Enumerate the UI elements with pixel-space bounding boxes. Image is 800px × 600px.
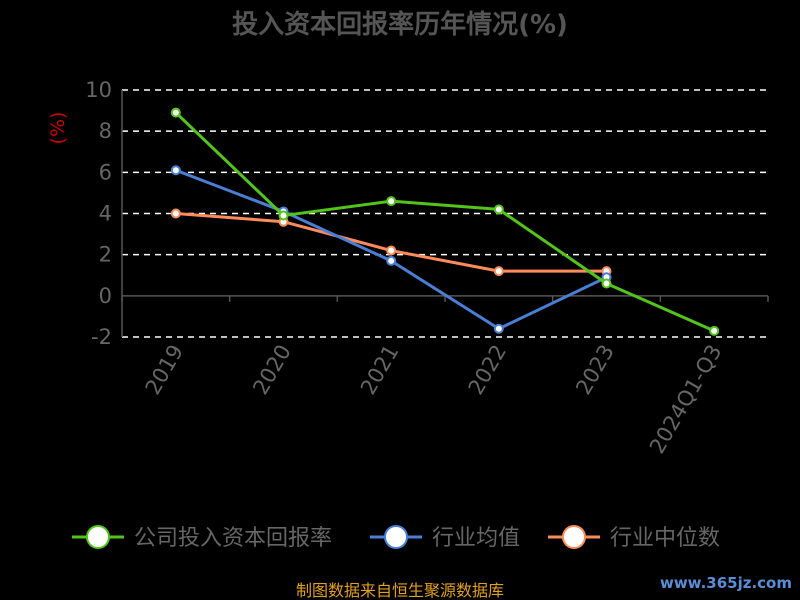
x-tick-label: 2020: [248, 341, 296, 399]
gridlines: [122, 89, 768, 338]
data-point: [601, 278, 612, 289]
y-tick-label: 0: [99, 284, 112, 308]
data-point: [386, 196, 397, 207]
x-tick-label: 2021: [356, 341, 404, 399]
data-point: [170, 165, 181, 176]
y-tick-label: 2: [99, 243, 112, 267]
legend-label: 公司投入资本回报率: [134, 526, 332, 551]
y-tick-label: -2: [91, 325, 112, 349]
chart-title: 投入资本回报率历年情况(%): [232, 9, 568, 40]
data-point: [493, 266, 504, 277]
y-tick-label: 4: [99, 202, 112, 226]
legend-item[interactable]: 行业均值: [370, 525, 520, 551]
x-tick-label: 2022: [464, 341, 512, 399]
source-note: 制图数据来自恒生聚源数据库: [296, 581, 504, 600]
legend-marker: [562, 525, 586, 549]
x-tick-labels: 2019 2020 2021 2022 2023 2024Q1-Q3: [141, 341, 727, 458]
x-tick-label: 2019: [141, 341, 189, 399]
y-tick-label: 8: [99, 119, 112, 143]
x-tick-label: 2023: [571, 341, 619, 399]
legend-marker: [384, 525, 408, 549]
y-tick-label: 6: [99, 160, 112, 184]
legend-item[interactable]: 公司投入资本回报率: [72, 525, 332, 551]
data-point: [709, 325, 720, 336]
series-line: [174, 111, 715, 333]
data-point: [386, 255, 397, 266]
data-point: [386, 245, 397, 256]
data-point: [493, 204, 504, 215]
y-tick-labels: -2 0 2 4 6 8 10: [85, 78, 112, 349]
legend-label: 行业均值: [432, 526, 520, 551]
series-lines: [170, 107, 720, 336]
data-point: [278, 210, 289, 221]
y-axis-label: (%): [47, 112, 69, 145]
y-tick-label: 10: [85, 78, 112, 102]
x-tick-label: 2024Q1-Q3: [645, 341, 727, 458]
legend[interactable]: 公司投入资本回报率 行业均值 行业中位数: [72, 525, 720, 551]
legend-marker: [86, 525, 110, 549]
data-point: [170, 208, 181, 219]
legend-item[interactable]: 行业中位数: [548, 525, 720, 551]
data-point: [170, 107, 181, 118]
legend-label: 行业中位数: [610, 526, 720, 551]
data-point: [493, 323, 504, 334]
watermark: www.365jz.com: [660, 574, 792, 592]
